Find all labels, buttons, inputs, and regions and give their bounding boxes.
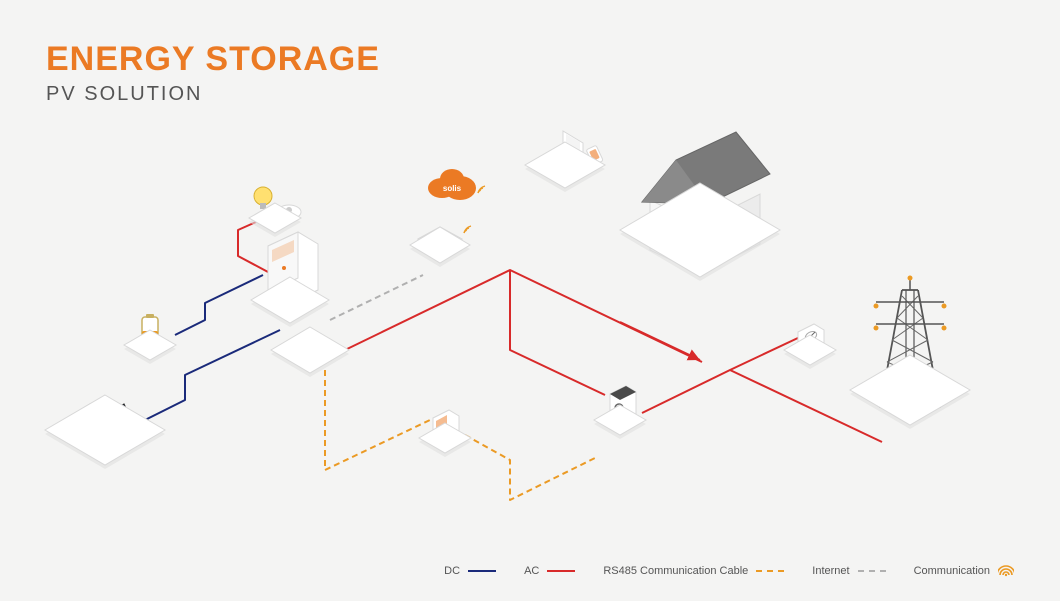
svg-text:solis: solis bbox=[443, 184, 462, 193]
legend-swatch bbox=[858, 570, 886, 572]
legend-swatch bbox=[468, 570, 496, 572]
legend-item-communication: Communication bbox=[914, 565, 1014, 577]
edge-ac bbox=[510, 270, 605, 395]
legend-swatch bbox=[756, 570, 784, 572]
node-cloud: solis bbox=[428, 169, 485, 200]
edge-internet bbox=[330, 275, 423, 320]
edge-ac_arrow bbox=[620, 322, 700, 360]
edge-dc bbox=[175, 275, 263, 335]
wifi-icon bbox=[998, 565, 1014, 577]
legend-item-dc: DC bbox=[444, 565, 496, 577]
legend-item-ac: AC bbox=[524, 565, 575, 577]
legend-item-internet: Internet bbox=[812, 565, 885, 577]
legend-label: AC bbox=[524, 565, 539, 577]
legend-label: RS485 Communication Cable bbox=[603, 565, 748, 577]
legend-label: Internet bbox=[812, 565, 849, 577]
legend-item-rs485-communication-cable: RS485 Communication Cable bbox=[603, 565, 784, 577]
legend-label: DC bbox=[444, 565, 460, 577]
edge-rs485 bbox=[465, 435, 595, 500]
edge-rs485 bbox=[325, 370, 430, 470]
edge-ac bbox=[345, 270, 702, 362]
diagram-canvas: solis bbox=[0, 0, 1060, 601]
legend-swatch bbox=[547, 570, 575, 572]
legend-label: Communication bbox=[914, 565, 990, 577]
legend: DC AC RS485 Communication Cable Internet Com… bbox=[444, 565, 1014, 577]
edge-ac bbox=[642, 370, 882, 442]
